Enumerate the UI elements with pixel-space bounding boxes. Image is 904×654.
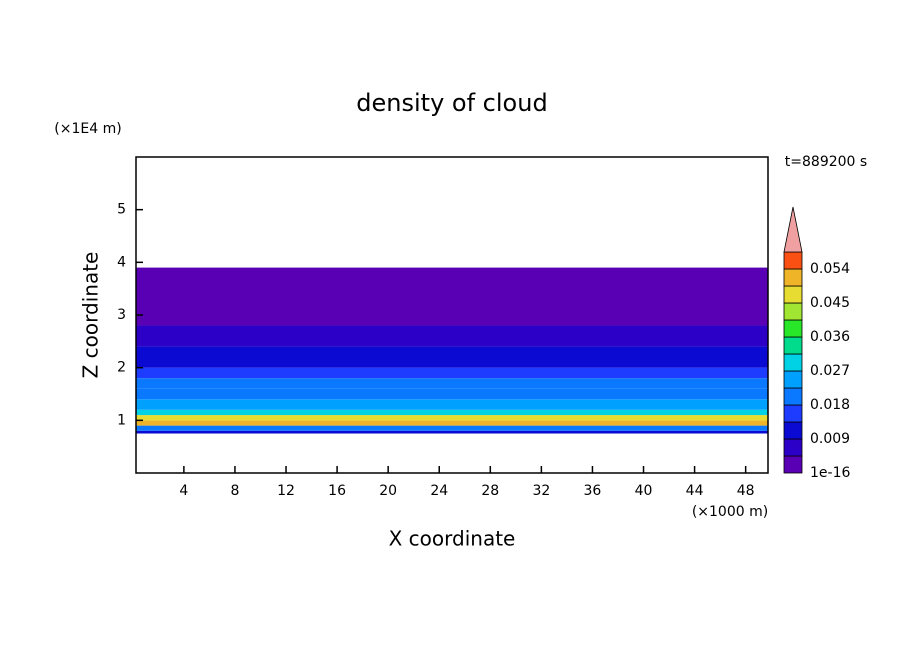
y-axis-label: Z coordinate [79,252,103,379]
colorbar-box [783,319,803,338]
chart-title: density of cloud [356,89,547,117]
colorbar-box [783,285,803,304]
colorbar-label: 0.027 [810,363,850,379]
contour-band [136,409,768,416]
y-tick-label: 2 [117,360,126,376]
contour-band [136,325,768,347]
y-tick-label: 3 [117,307,126,323]
x-tick-label: 4 [179,483,188,499]
x-tick-label: 16 [328,483,346,499]
contour-band [136,415,768,421]
contour-band [136,315,768,326]
y-tick-label: 5 [117,202,126,218]
y-tick-label: 4 [117,254,126,270]
y-unit: (×1E4 m) [54,121,121,137]
x-tick-label: 24 [430,483,448,499]
colorbar-box [783,251,803,270]
contour-band [136,267,768,315]
x-tick-label: 32 [532,483,550,499]
contour-band [136,346,768,368]
colorbar-label: 0.054 [810,261,850,277]
colorbar-box [783,336,803,355]
colorbar-box [783,421,803,440]
colorbar-box [783,353,803,372]
x-axis-label: X coordinate [389,527,516,551]
contour-band [136,430,768,434]
contour-band [136,378,768,389]
contour-band [136,399,768,410]
colorbar-box [783,387,803,406]
x-tick-label: 44 [686,483,704,499]
colorbar-box [783,438,803,457]
y-tick-label: 1 [117,412,126,428]
time-label: t=889200 s [785,154,867,170]
colorbar-box [783,455,803,474]
contour-band [136,425,768,431]
colorbar-box [783,370,803,389]
colorbar-label: 0.045 [810,295,850,311]
colorbar-box [783,404,803,423]
colorbar-label: 1e-16 [810,465,850,481]
colorbar-label: 0.009 [810,431,850,447]
colorbar-box [783,302,803,321]
x-tick-label: 40 [635,483,653,499]
x-tick-label: 12 [277,483,295,499]
x-tick-label: 48 [737,483,755,499]
x-tick-label: 36 [584,483,602,499]
x-tick-label: 28 [481,483,499,499]
x-tick-label: 20 [379,483,397,499]
x-unit: (×1000 m) [692,504,768,520]
colorbar-label: 0.036 [810,329,850,345]
colorbar-over [783,206,803,253]
contour-band [136,420,768,426]
colorbar-label: 0.018 [810,397,850,413]
contour-band [136,367,768,379]
colorbar-box [783,268,803,287]
x-tick-label: 8 [230,483,239,499]
contour-band [136,388,768,400]
